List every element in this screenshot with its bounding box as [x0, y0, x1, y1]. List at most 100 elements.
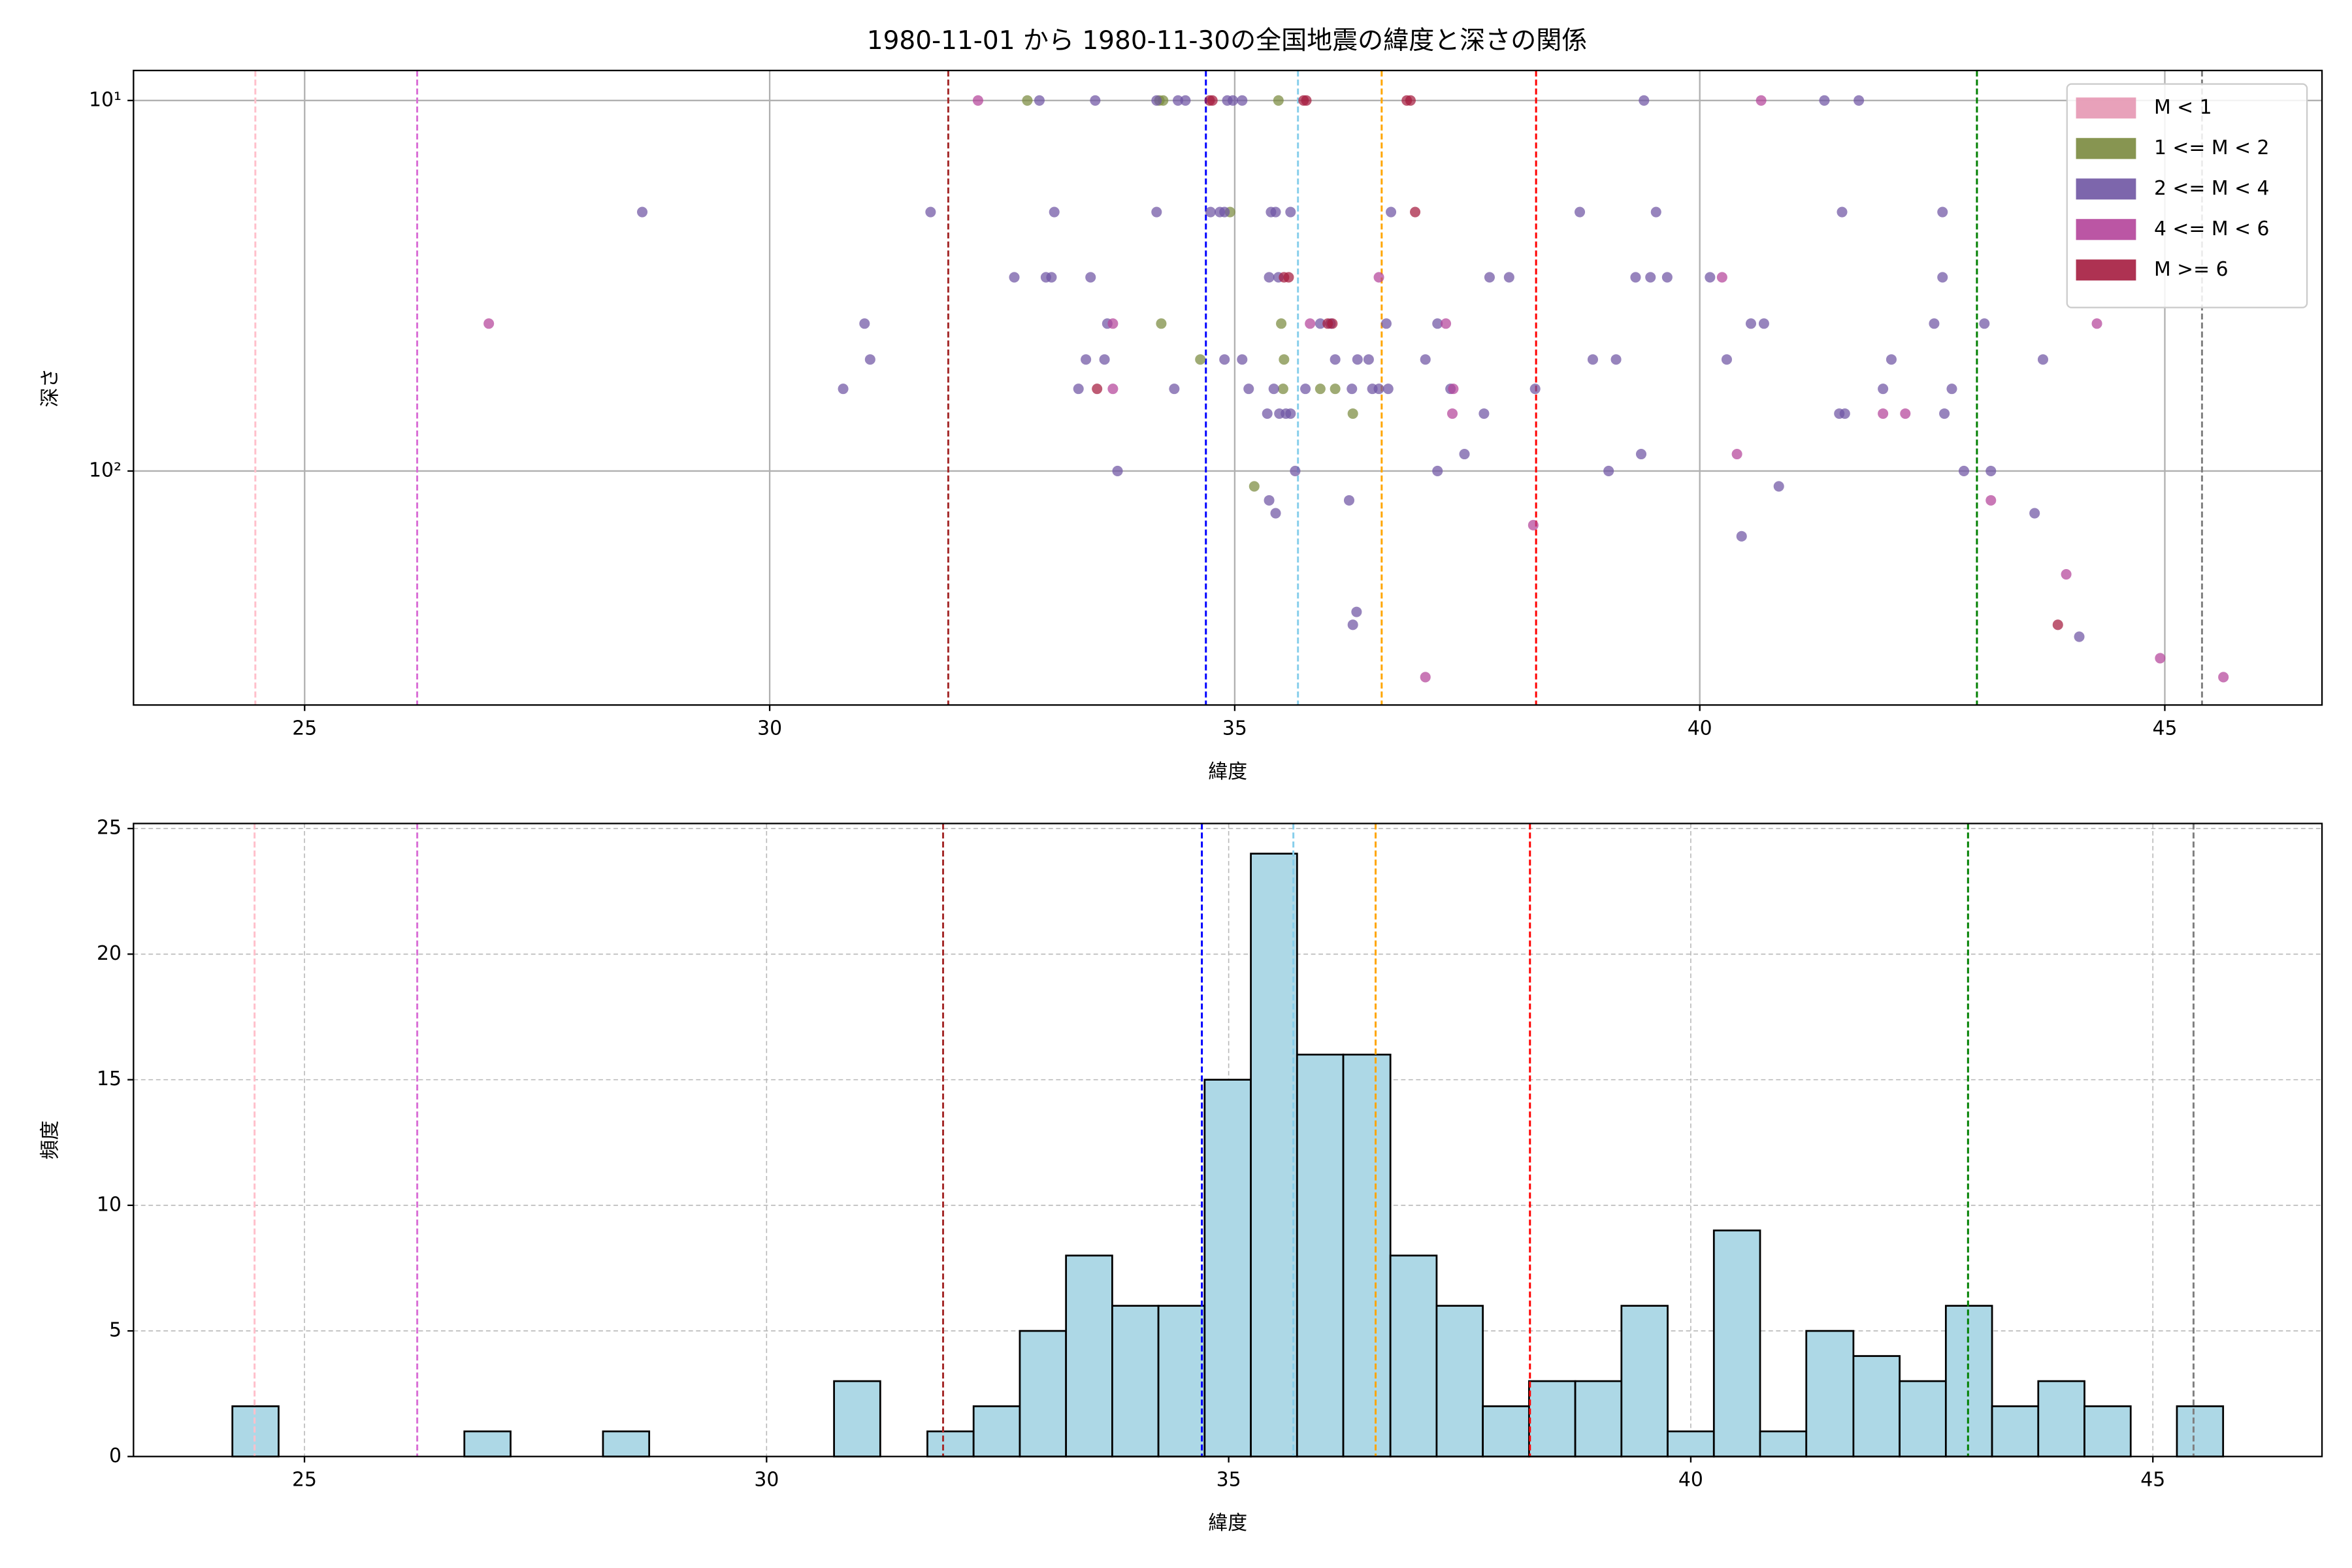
y-tick-label: 10² [89, 459, 122, 482]
point [1207, 95, 1218, 106]
point [2091, 318, 2102, 329]
point [1300, 384, 1311, 395]
y-tick-label: 20 [97, 942, 122, 965]
point [1386, 206, 1397, 218]
point [1092, 384, 1103, 395]
point [1107, 384, 1119, 395]
point [1327, 318, 1338, 329]
bar [1389, 1254, 1438, 1458]
point [1819, 95, 1830, 106]
point [1529, 384, 1541, 395]
x-tick-label: 45 [2153, 717, 2178, 740]
legend-label: 2 <= M < 4 [2154, 177, 2270, 200]
y-tick-label: 5 [109, 1319, 122, 1342]
point [1290, 465, 1301, 476]
bar [1111, 1305, 1160, 1458]
point [1937, 272, 1948, 283]
point [1946, 384, 1957, 395]
point [1107, 318, 1119, 329]
point [2218, 672, 2229, 683]
point [1169, 384, 1180, 395]
point [1645, 272, 1656, 283]
point [1985, 465, 1997, 476]
point [1315, 318, 1326, 329]
point [1285, 408, 1296, 419]
point [1587, 354, 1599, 365]
bar [1759, 1430, 1808, 1458]
point [1347, 619, 1358, 630]
point [1441, 318, 1452, 329]
point [1046, 272, 1057, 283]
axes-frame [133, 823, 2323, 1458]
bar [1805, 1330, 1855, 1458]
x-axis-label: 緯度 [1208, 760, 1247, 783]
legend-label: M < 1 [2154, 96, 2212, 119]
bar [602, 1430, 651, 1458]
point [1839, 408, 1850, 419]
point [1432, 318, 1443, 329]
point [1228, 95, 1239, 106]
bar [2176, 1405, 2225, 1458]
point [1049, 206, 1060, 218]
point [1180, 95, 1191, 106]
point [1022, 95, 1033, 106]
point [1900, 408, 1911, 419]
point [1373, 384, 1384, 395]
x-tick-label: 30 [754, 1469, 779, 1492]
bar [1019, 1330, 1068, 1458]
point [1937, 206, 1948, 218]
y-tick-label: 0 [109, 1445, 122, 1467]
bar [463, 1430, 512, 1458]
point [2061, 569, 2072, 580]
point [1270, 206, 1281, 218]
point [1446, 408, 1458, 419]
point [2155, 653, 2166, 664]
point [1758, 318, 1769, 329]
point [483, 318, 495, 329]
y-tick-label: 10¹ [89, 88, 122, 111]
point [1351, 606, 1362, 617]
point [1527, 519, 1539, 531]
bar [2083, 1405, 2132, 1458]
point [1405, 95, 1416, 106]
point [1448, 384, 1459, 395]
point [1773, 481, 1784, 492]
point [1073, 384, 1084, 395]
point [1081, 354, 1092, 365]
point [1380, 318, 1392, 329]
point [1650, 206, 1661, 218]
point [2052, 619, 2063, 630]
point [1484, 272, 1495, 283]
axes-frame [133, 69, 2323, 706]
bar [972, 1405, 1021, 1458]
bar [1482, 1405, 1530, 1458]
bar [833, 1380, 881, 1458]
legend-label: 4 <= M < 6 [2154, 218, 2270, 240]
point [1420, 354, 1431, 365]
bar [1250, 853, 1298, 1458]
legend-swatch [2076, 259, 2136, 281]
x-axis-label: 緯度 [1208, 1512, 1247, 1535]
point [1736, 531, 1747, 542]
point [1721, 354, 1733, 365]
x-tick-label: 25 [292, 717, 317, 740]
point [1854, 95, 1865, 106]
point [1837, 206, 1848, 218]
point [838, 384, 849, 395]
x-tick-label: 40 [1678, 1469, 1703, 1492]
bar [1852, 1355, 1901, 1458]
point [1756, 95, 1767, 106]
point [1237, 95, 1248, 106]
legend-swatch [2076, 178, 2136, 200]
legend-swatch [2076, 97, 2136, 119]
point [1173, 95, 1184, 106]
bar [1712, 1229, 1761, 1458]
x-tick-label: 35 [1222, 717, 1247, 740]
point [1745, 318, 1757, 329]
point [1939, 408, 1950, 419]
point [1237, 354, 1248, 365]
point [1243, 384, 1254, 395]
point [1277, 384, 1288, 395]
